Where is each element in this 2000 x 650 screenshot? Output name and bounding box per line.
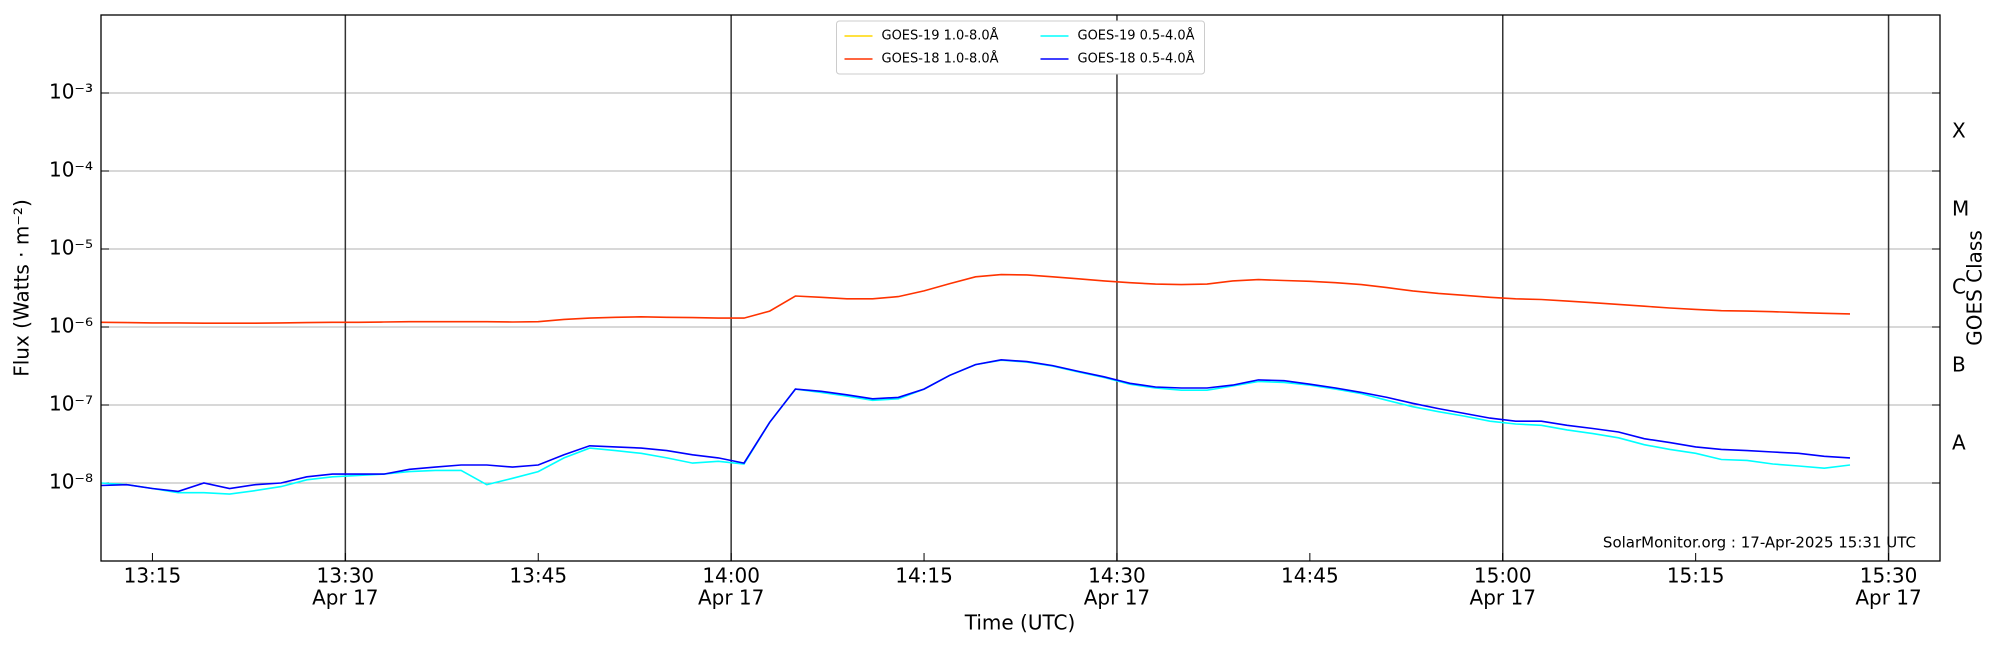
x-tick-label: Apr 17 (1470, 586, 1536, 610)
y2-tick-label: A (1952, 431, 1966, 455)
x-tick-label: 14:45 (1281, 564, 1339, 588)
y-tick-label: 10⁻⁵ (49, 236, 93, 260)
y2-tick-label: C (1952, 275, 1966, 299)
legend-label: GOES-18 1.0-8.0Å (882, 51, 999, 67)
x-tick-label: 13:45 (509, 564, 567, 588)
y-tick-label: 10⁻⁴ (49, 158, 93, 182)
annotation: SolarMonitor.org : 17-Apr-2025 15:31 UTC (1603, 534, 1916, 552)
x-tick-label: 14:30 (1088, 564, 1146, 588)
x-tick-label: 13:30 (317, 564, 375, 588)
x-tick-label: 14:00 (702, 564, 760, 588)
y2-tick-label: M (1952, 197, 1969, 221)
y-tick-label: 10⁻⁷ (49, 392, 93, 416)
x-axis-label: Time (UTC) (964, 611, 1076, 635)
y2-tick-label: X (1952, 119, 1966, 143)
x-tick-label: Apr 17 (312, 586, 378, 610)
y2-tick-label: B (1952, 353, 1966, 377)
y2-axis-label: GOES Class (1963, 230, 1987, 346)
x-tick-label: Apr 17 (698, 586, 764, 610)
legend-box (836, 20, 1205, 75)
x-tick-label: 13:15 (124, 564, 182, 588)
y-axis-label: Flux (Watts · m⁻²) (10, 199, 34, 377)
x-tick-label: Apr 17 (1855, 586, 1921, 610)
series-line (100, 358, 1851, 493)
x-tick-label: 15:15 (1667, 564, 1725, 588)
legend-label: GOES-18 0.5-4.0Å (1078, 51, 1195, 67)
y-tick-label: 10⁻³ (49, 80, 93, 104)
plot-frame (100, 14, 1941, 562)
legend-label: GOES-19 0.5-4.0Å (1078, 28, 1195, 44)
y-tick-label: 10⁻⁸ (49, 470, 93, 494)
x-tick-label: Apr 17 (1084, 586, 1150, 610)
x-tick-label: 15:00 (1474, 564, 1532, 588)
legend-label: GOES-19 1.0-8.0Å (882, 28, 999, 44)
y-tick-label: 10⁻⁶ (49, 314, 93, 338)
x-tick-label: 14:15 (895, 564, 953, 588)
x-tick-label: 15:30 (1860, 564, 1918, 588)
series-line (100, 273, 1851, 324)
